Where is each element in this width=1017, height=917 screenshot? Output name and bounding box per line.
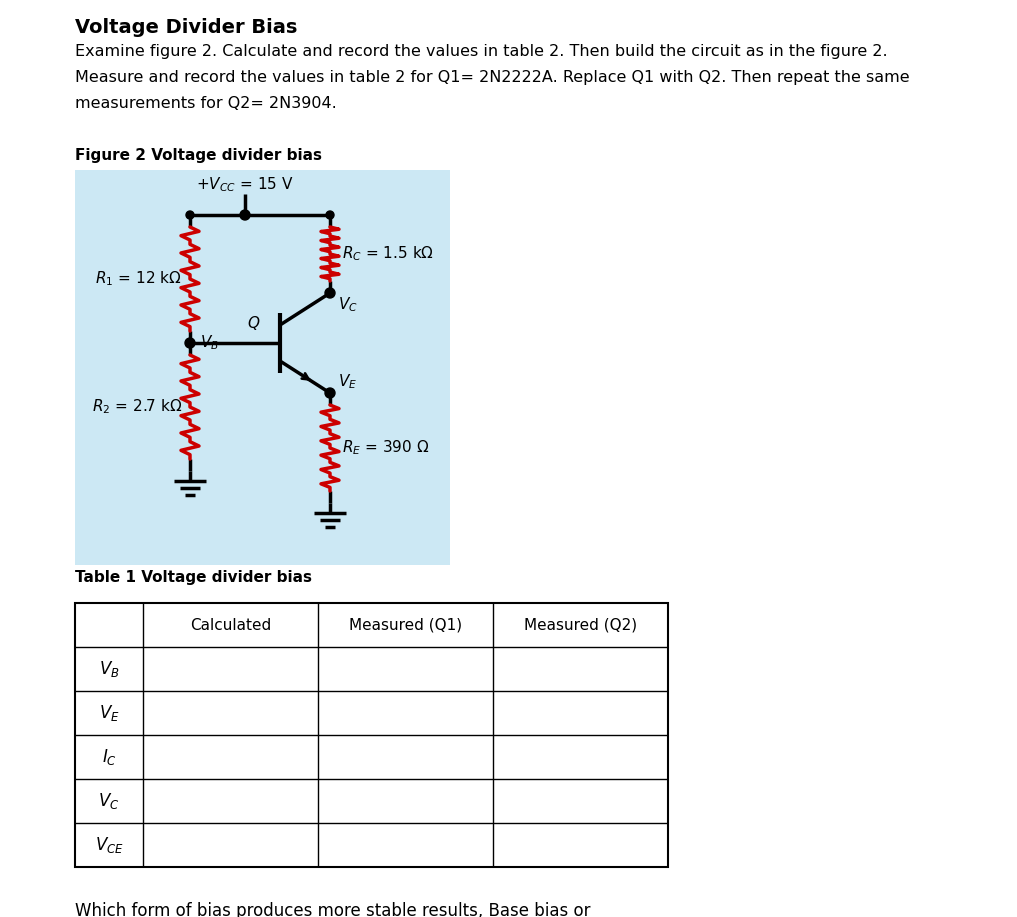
Circle shape xyxy=(326,211,334,219)
Text: $V_C$: $V_C$ xyxy=(338,295,358,314)
Text: Measured (Q1): Measured (Q1) xyxy=(349,617,462,633)
Circle shape xyxy=(185,338,195,348)
Circle shape xyxy=(240,210,250,220)
Text: Which form of bias produces more stable results, Base bias or: Which form of bias produces more stable … xyxy=(75,902,591,917)
Text: Voltage Divider Bias: Voltage Divider Bias xyxy=(75,18,297,37)
Text: measurements for Q2= 2N3904.: measurements for Q2= 2N3904. xyxy=(75,96,337,111)
Text: $R_2$ = 2.7 k$\Omega$: $R_2$ = 2.7 k$\Omega$ xyxy=(92,398,182,416)
Bar xyxy=(75,170,450,565)
Text: $V_B$: $V_B$ xyxy=(200,334,219,352)
Text: Examine figure 2. Calculate and record the values in table 2. Then build the cir: Examine figure 2. Calculate and record t… xyxy=(75,44,888,59)
Circle shape xyxy=(325,288,335,298)
Text: $R_1$ = 12 k$\Omega$: $R_1$ = 12 k$\Omega$ xyxy=(96,270,182,288)
Text: Measured (Q2): Measured (Q2) xyxy=(524,617,637,633)
Bar xyxy=(75,603,668,867)
Text: $V_B$: $V_B$ xyxy=(99,659,119,679)
Text: Table 1 Voltage divider bias: Table 1 Voltage divider bias xyxy=(75,570,312,585)
Text: $V_{CE}$: $V_{CE}$ xyxy=(95,835,123,855)
Text: $Q$: $Q$ xyxy=(246,314,260,332)
Circle shape xyxy=(186,211,194,219)
Text: $V_E$: $V_E$ xyxy=(338,372,357,391)
Text: $R_C$ = 1.5 k$\Omega$: $R_C$ = 1.5 k$\Omega$ xyxy=(342,245,434,263)
Text: Measure and record the values in table 2 for Q1= 2N2222A. Replace Q1 with Q2. Th: Measure and record the values in table 2… xyxy=(75,70,909,85)
Text: $V_C$: $V_C$ xyxy=(99,791,120,811)
Text: $R_E$ = 390 $\Omega$: $R_E$ = 390 $\Omega$ xyxy=(342,438,429,458)
Text: $I_C$: $I_C$ xyxy=(102,747,117,767)
Text: Calculated: Calculated xyxy=(190,617,272,633)
Circle shape xyxy=(325,388,335,398)
Text: $V_E$: $V_E$ xyxy=(99,703,119,723)
Text: $+V_{CC}$ = 15 V: $+V_{CC}$ = 15 V xyxy=(196,175,294,193)
Text: Figure 2 Voltage divider bias: Figure 2 Voltage divider bias xyxy=(75,148,322,163)
